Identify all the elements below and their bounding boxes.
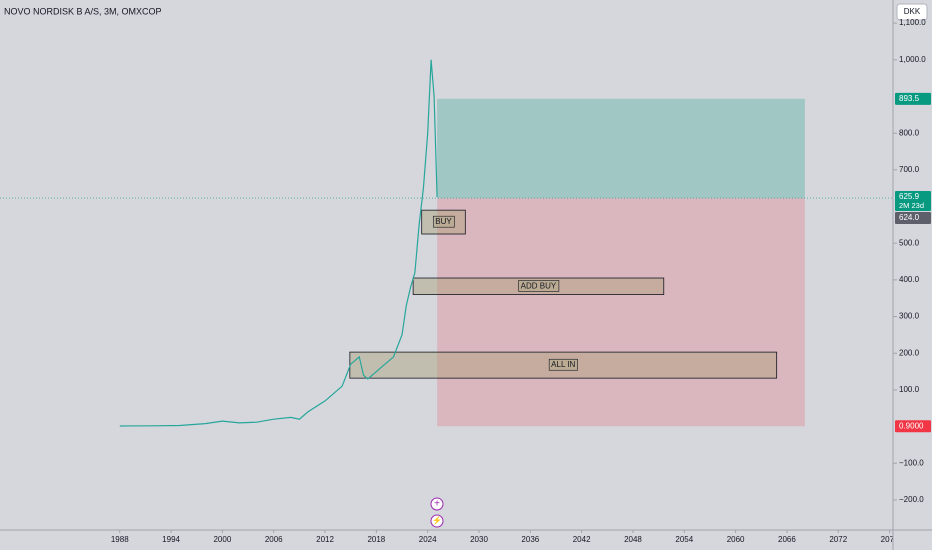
price-label: 625.9 [899,192,920,201]
zone-label: ALL IN [551,360,575,369]
x-tick-label: 2066 [778,535,796,544]
add-button[interactable] [430,497,444,511]
chart-title: NOVO NORDISK B A/S, 3M, OMXCOP [4,6,162,16]
x-tick-label: 2012 [316,535,334,544]
price-label-box [895,92,931,105]
x-tick-label: 2018 [367,535,385,544]
zone-label-box [432,215,455,228]
target-zone [437,98,805,199]
y-tick-label: −100.0 [899,458,924,467]
y-tick-label: 800.0 [899,128,920,137]
y-tick-label: 500.0 [899,238,920,247]
x-tick-label: 2060 [727,535,745,544]
x-tick-label: 2042 [573,535,591,544]
y-tick-label: 1,100.0 [899,18,926,27]
x-tick-label: 2072 [829,535,847,544]
zone-label: ADD BUY [521,281,557,290]
price-label-box [895,211,931,224]
add-icon[interactable]: + [434,499,440,510]
zone-label: BUY [435,217,452,226]
zone-label-box [518,280,560,292]
events-button[interactable] [430,514,444,528]
price-line [119,59,438,427]
currency-button[interactable] [896,3,928,21]
price-label: 893.5 [899,94,920,103]
events-icon[interactable]: ⚡ [432,515,442,525]
y-tick-label: 300.0 [899,312,920,321]
y-tick-label: 200.0 [899,348,920,357]
price-label-box [895,190,931,211]
x-tick-label: 2000 [213,535,231,544]
x-tick-label: 2006 [265,535,283,544]
price-label: 624.0 [899,213,920,222]
zone-label-box [548,358,578,371]
x-tick-label: 2024 [419,535,437,544]
x-tick-label: 2036 [521,535,539,544]
y-tick-label: 1,000.0 [899,55,926,64]
stop-zone [437,198,805,427]
price-label: 0.9000 [899,421,924,430]
x-tick-label: 2054 [675,535,693,544]
x-tick-label: 2078 [881,535,899,544]
x-tick-label: 2048 [624,535,642,544]
y-tick-label: 700.0 [899,165,920,174]
price-label-sub: 2M 23d [899,201,924,210]
x-tick-label: 1988 [111,535,129,544]
plot-area: 1988 1994 2000 2006 2012 2018 2024 2030 2036 2042… [0,59,899,544]
y-tick-label: 400.0 [899,275,920,284]
currency[interactable]: DKK [904,7,921,16]
y-tick-label: −200.0 [899,495,924,504]
y-tick-label: 100.0 [899,385,920,394]
x-tick-label: 2030 [470,535,488,544]
price-label-box [895,420,931,433]
x-tick-label: 1994 [162,535,180,544]
